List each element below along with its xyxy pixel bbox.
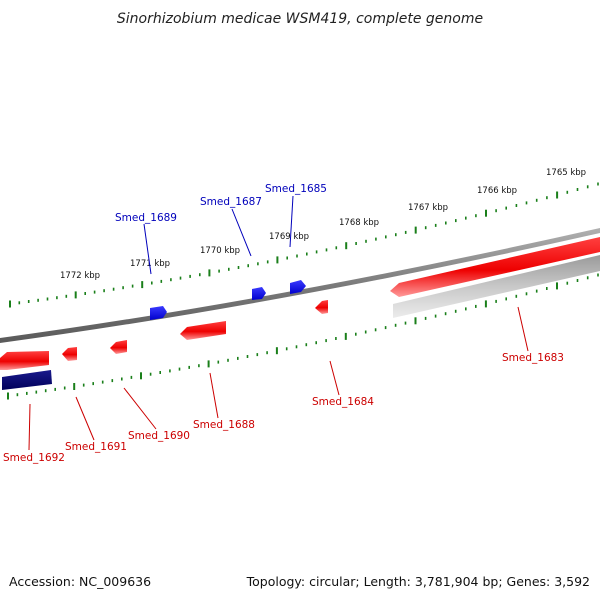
reverse-features: [0, 237, 600, 370]
gene-label-reverse: Smed_1684: [312, 396, 374, 408]
gene-label-forward: Smed_1687: [200, 196, 262, 208]
gene-smed-1683[interactable]: [390, 237, 600, 297]
gene-smed-1687[interactable]: [252, 287, 266, 300]
kbp-label: 1765 kbp: [546, 168, 586, 178]
scale-ticks-inner: [7, 273, 599, 400]
gene-label-forward: Smed_1685: [265, 183, 327, 195]
kbp-label: 1766 kbp: [477, 186, 517, 196]
gene-label-reverse: Smed_1691: [65, 441, 127, 453]
forward-features: [150, 280, 306, 320]
gene-label-forward: Smed_1689: [115, 212, 177, 224]
gene-label-reverse: Smed_1692: [3, 452, 65, 464]
gene-smed-1689[interactable]: [150, 306, 167, 320]
genome-summary-text: Topology: circular; Length: 3,781,904 bp…: [246, 574, 590, 589]
kbp-label: 1767 kbp: [408, 203, 448, 213]
other-feature-bar[interactable]: [2, 370, 52, 390]
gene-label-reverse: Smed_1683: [502, 352, 564, 364]
kbp-label: 1770 kbp: [200, 246, 240, 256]
reverse-leader-lines: [28, 306, 529, 451]
pseudo-feature-bar[interactable]: [393, 255, 600, 318]
gene-smed-1690[interactable]: [110, 340, 127, 354]
gene-smed-1688[interactable]: [180, 321, 226, 340]
gene-smed-1691[interactable]: [62, 347, 77, 361]
reverse-gene-labels: Smed_1683 Smed_1684 Smed_1688 Smed_1690 …: [3, 352, 564, 464]
kbp-label: 1772 kbp: [60, 271, 100, 281]
scale-ticks-outer: [9, 182, 599, 308]
gene-label-reverse: Smed_1688: [193, 419, 255, 431]
genome-backbone: [0, 228, 600, 343]
kbp-label: 1768 kbp: [339, 218, 379, 228]
forward-gene-labels: Smed_1685 Smed_1687 Smed_1689: [115, 183, 327, 224]
accession-text: Accession: NC_009636: [9, 574, 151, 589]
map-title: Sinorhizobium medicae WSM419, complete g…: [117, 11, 483, 27]
forward-leader-lines: [143, 195, 294, 275]
gene-label-reverse: Smed_1690: [128, 430, 190, 442]
gene-smed-1692[interactable]: [0, 351, 49, 370]
gene-smed-1685[interactable]: [290, 280, 306, 294]
gene-smed-1684[interactable]: [315, 300, 328, 314]
kbp-label: 1769 kbp: [269, 232, 309, 242]
